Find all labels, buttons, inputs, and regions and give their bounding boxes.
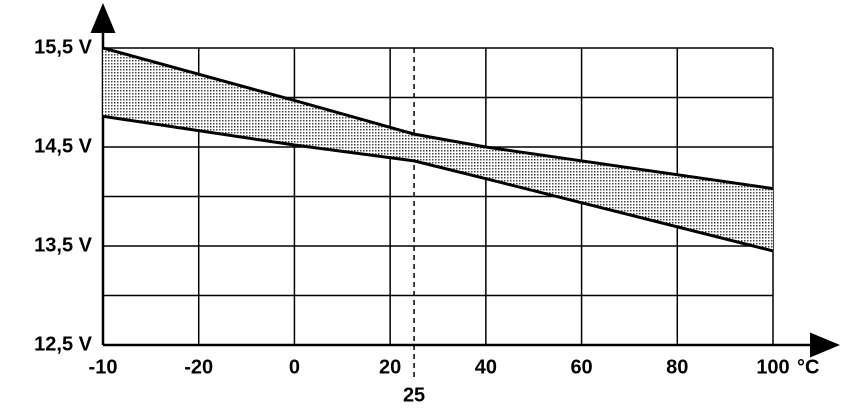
y-tick-label: 15,5 V — [34, 36, 92, 58]
x-tick-label: 0 — [289, 356, 300, 378]
x-tick-label: 80 — [666, 356, 688, 378]
x-tick-label: -10 — [89, 356, 118, 378]
marker-label: 25 — [403, 384, 425, 406]
band — [103, 48, 773, 251]
band-edge-line — [102, 46, 774, 191]
x-axis-label: °C — [797, 356, 819, 378]
x-tick-label: 20 — [379, 356, 401, 378]
x-tick-label: 60 — [570, 356, 592, 378]
x-tick-label: -20 — [184, 356, 213, 378]
y-tick-label: 14,5 V — [34, 135, 92, 157]
band-edge-line — [102, 114, 774, 253]
y-tick-label: 12,5 V — [34, 333, 92, 355]
x-tick-label: 100 — [756, 356, 789, 378]
x-tick-label: 40 — [475, 356, 497, 378]
y-tick-label: 13,5 V — [34, 234, 92, 256]
